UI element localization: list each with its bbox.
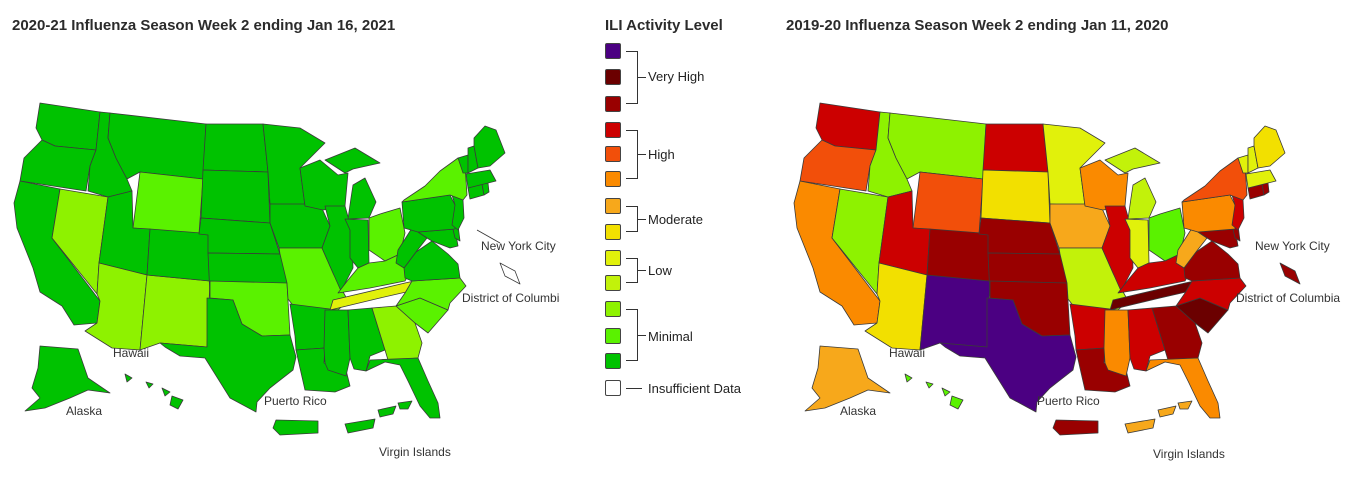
legend-swatch-level-12 (605, 69, 621, 85)
state-dc[interactable] (499, 262, 521, 285)
bracket-very-high (626, 51, 638, 104)
state-ny[interactable] (1181, 157, 1248, 203)
legend-swatch-level-11 (605, 96, 621, 112)
us-map-2019-20: Hawaii Alaska Puerto Rico Virgin Islands… (793, 102, 1340, 461)
label-virgin-islands: Virgin Islands (379, 445, 451, 459)
state-ma[interactable] (465, 169, 497, 189)
state-wy[interactable] (132, 171, 204, 235)
bracket-moderate (626, 206, 638, 232)
state-or[interactable] (799, 139, 877, 192)
state-nc[interactable] (395, 277, 467, 311)
state-fl[interactable] (1145, 357, 1221, 419)
legend-swatch-level-6 (605, 224, 621, 240)
state-va[interactable] (403, 240, 461, 282)
state-ne[interactable] (198, 217, 281, 255)
state-tx[interactable] (159, 297, 297, 413)
legend-swatch-level-2 (605, 328, 621, 344)
tick-very-high (638, 77, 646, 78)
state-pr[interactable] (272, 419, 319, 436)
state-mt[interactable] (107, 112, 207, 180)
tick-moderate (638, 219, 646, 220)
label-new-york-city: New York City (1255, 239, 1330, 253)
legend-swatch-level-9 (605, 146, 621, 162)
legend-label-low: Low (648, 263, 672, 278)
legend-swatch-insufficient (605, 380, 621, 396)
state-hi[interactable] (124, 373, 184, 410)
state-nj[interactable] (451, 194, 465, 231)
legend-label-minimal: Minimal (648, 329, 693, 344)
tick-high (638, 154, 646, 155)
label-virgin-islands: Virgin Islands (1153, 447, 1225, 461)
legend-swatch-level-1 (605, 353, 621, 369)
state-nc[interactable] (1175, 277, 1247, 311)
bracket-low (626, 258, 638, 283)
tick-insufficient (626, 388, 642, 389)
state-ma[interactable] (1245, 169, 1277, 189)
state-mt[interactable] (887, 112, 987, 180)
tick-low (638, 270, 646, 271)
state-wi[interactable] (1079, 159, 1129, 211)
state-ky[interactable] (1117, 253, 1193, 294)
legend-swatch-level-8 (605, 171, 621, 187)
label-puerto-rico: Puerto Rico (1037, 394, 1100, 408)
legend-swatch-level-3 (605, 301, 621, 317)
state-co[interactable] (926, 228, 995, 282)
legend-swatch-level-13 (605, 43, 621, 59)
tick-minimal (638, 335, 646, 336)
label-hawaii: Hawaii (889, 346, 925, 360)
legend-label-very-high: Very High (648, 69, 705, 84)
state-sd[interactable] (200, 169, 271, 224)
state-nm[interactable] (139, 274, 211, 351)
state-sd[interactable] (980, 169, 1051, 224)
label-district-of-columbia: District of Columbia (1236, 291, 1340, 305)
state-ia[interactable] (269, 203, 331, 249)
us-map-2020-21: Hawaii Alaska Puerto Rico Virgin Islands… (13, 102, 560, 459)
state-ia[interactable] (1049, 203, 1111, 249)
state-vi[interactable] (1124, 400, 1193, 434)
state-ak[interactable] (804, 345, 891, 412)
legend-label-insufficient: Insufficient Data (648, 381, 741, 396)
state-ms[interactable] (1103, 309, 1131, 377)
label-puerto-rico: Puerto Rico (264, 394, 327, 408)
label-new-york-city: New York City (481, 239, 556, 253)
legend-swatch-level-7 (605, 198, 621, 214)
state-ny[interactable] (401, 157, 468, 203)
bracket-high (626, 130, 638, 179)
map-title-2020-21: 2020-21 Influenza Season Week 2 ending J… (12, 17, 396, 34)
state-ms[interactable] (323, 309, 351, 377)
ili-activity-legend: Very High High Moderate Low Minimal Insu… (600, 40, 770, 410)
state-nd[interactable] (982, 123, 1049, 173)
label-alaska: Alaska (840, 404, 876, 418)
state-wi[interactable] (299, 159, 349, 211)
state-nyc[interactable] (1279, 262, 1301, 285)
state-tx[interactable] (939, 297, 1077, 413)
state-fl[interactable] (365, 357, 441, 419)
label-alaska: Alaska (66, 404, 102, 418)
state-ne[interactable] (978, 217, 1061, 255)
map-title-2019-20: 2019-20 Influenza Season Week 2 ending J… (786, 17, 1169, 34)
state-wy[interactable] (912, 171, 984, 235)
bracket-minimal (626, 309, 638, 361)
label-district-of-columbia: District of Columbia (462, 291, 560, 305)
state-me[interactable] (1253, 125, 1286, 169)
state-nj[interactable] (1231, 194, 1245, 231)
state-va[interactable] (1183, 240, 1241, 282)
state-co[interactable] (146, 228, 215, 282)
state-nd[interactable] (202, 123, 269, 173)
state-or[interactable] (19, 139, 97, 192)
label-hawaii: Hawaii (113, 346, 149, 360)
legend-title: ILI Activity Level (605, 17, 723, 34)
legend-label-moderate: Moderate (648, 212, 703, 227)
state-pr[interactable] (1052, 419, 1099, 436)
state-nm[interactable] (919, 274, 991, 351)
legend-swatch-level-5 (605, 250, 621, 266)
state-hi[interactable] (904, 373, 964, 410)
state-ky[interactable] (337, 253, 413, 294)
legend-swatch-level-4 (605, 275, 621, 291)
state-vi[interactable] (344, 400, 413, 434)
state-ak[interactable] (24, 345, 111, 412)
legend-swatch-level-10 (605, 122, 621, 138)
legend-label-high: High (648, 147, 675, 162)
state-me[interactable] (473, 125, 506, 169)
